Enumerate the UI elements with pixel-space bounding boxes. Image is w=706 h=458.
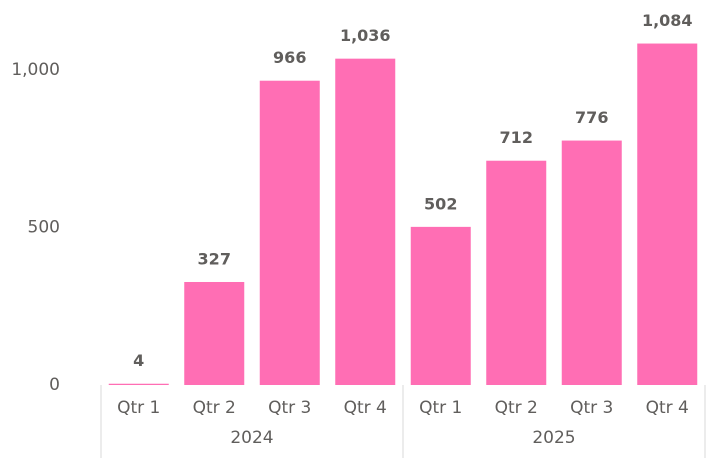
x-tick-label: Qtr 4 xyxy=(344,398,387,418)
x-tick-label: Qtr 1 xyxy=(419,398,462,418)
bar xyxy=(637,43,698,385)
group-label: 2024 xyxy=(230,428,273,448)
x-tick-label: Qtr 3 xyxy=(570,398,613,418)
data-label: 712 xyxy=(500,128,533,147)
x-tick-label: Qtr 1 xyxy=(117,398,160,418)
data-label: 327 xyxy=(198,249,231,268)
data-label: 1,084 xyxy=(642,11,693,30)
bar xyxy=(259,80,320,386)
data-label: 966 xyxy=(273,48,306,67)
data-label: 502 xyxy=(424,194,457,213)
x-tick-label: Qtr 3 xyxy=(268,398,311,418)
x-tick-label: Qtr 4 xyxy=(646,398,689,418)
bar xyxy=(108,383,169,385)
data-label: 776 xyxy=(575,108,608,127)
x-tick-label: Qtr 2 xyxy=(193,398,236,418)
x-tick-label: Qtr 2 xyxy=(495,398,538,418)
group-label: 2025 xyxy=(532,428,575,448)
bar xyxy=(410,226,471,385)
y-tick-label: 500 xyxy=(28,218,60,238)
y-tick-label: 1,000 xyxy=(11,60,60,80)
data-label: 1,036 xyxy=(340,26,391,45)
data-label: 4 xyxy=(133,351,144,370)
y-tick-label: 0 xyxy=(49,375,60,395)
bar xyxy=(486,160,547,385)
bar xyxy=(184,281,245,385)
bar xyxy=(335,58,396,385)
bar xyxy=(561,140,622,385)
